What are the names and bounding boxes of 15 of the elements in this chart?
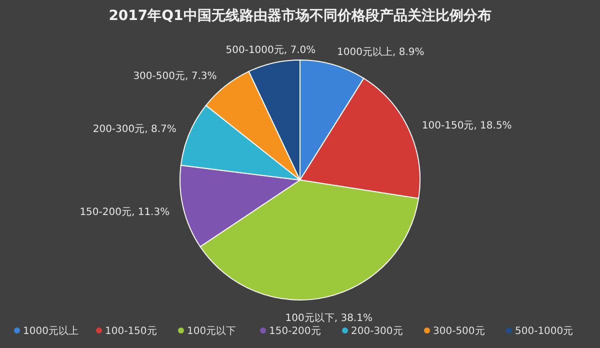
data-label: 1000元以上, 8.9% <box>337 46 424 58</box>
legend-label: 100元以下 <box>187 325 236 337</box>
data-label: 500-1000元, 7.0% <box>226 45 316 56</box>
legend-label: 300-500元 <box>433 326 485 337</box>
data-label: 100元以下, 38.1% <box>285 312 372 324</box>
chart-title: 2017年Q1中国无线路由器市场不同价格段产品关注比例分布 <box>108 7 492 24</box>
legend-label: 500-1000元 <box>515 326 574 337</box>
legend-label: 150-200元 <box>269 326 321 337</box>
legend-label: 100-150元 <box>105 326 157 337</box>
data-label: 100-150元, 18.5% <box>422 120 512 132</box>
data-label: 200-300元, 8.7% <box>92 124 176 136</box>
data-label: 150-200元, 11.3% <box>80 206 170 218</box>
data-label: 300-500元, 7.3% <box>133 71 217 82</box>
legend-label: 1000元以上 <box>23 325 78 337</box>
legend-label: 200-300元 <box>351 326 403 337</box>
